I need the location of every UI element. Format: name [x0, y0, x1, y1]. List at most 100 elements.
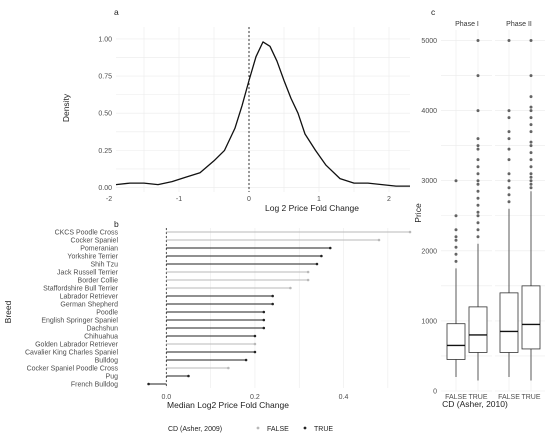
- breed-label: Staffordshire Bull Terrier: [43, 286, 118, 293]
- breed-label: Labrador Retriever: [60, 294, 119, 301]
- box-outlier-point: [454, 259, 458, 263]
- breed-label: Poodle: [96, 310, 118, 317]
- breed-label: Yorkshire Terrier: [67, 254, 118, 261]
- legend-label-true: TRUE: [314, 426, 333, 433]
- breed-label: CKCS Poodle Cross: [55, 230, 119, 237]
- box-iqr: [446, 323, 466, 360]
- box-outlier-point: [529, 116, 533, 120]
- lollipop-point: [262, 318, 266, 322]
- breed-label: Dachshun: [86, 326, 118, 333]
- breed-label: Border Collie: [78, 278, 119, 285]
- box-outlier-point: [476, 165, 480, 169]
- box-outlier-point: [454, 179, 458, 183]
- box-iqr: [468, 306, 488, 353]
- box-outlier-point: [507, 147, 511, 151]
- legend-title: CD (Asher, 2009): [168, 426, 222, 433]
- legend: CD (Asher, 2009) FALSE TRUE: [168, 426, 333, 433]
- box-outlier-point: [529, 158, 533, 162]
- legend-key-true: [303, 426, 307, 430]
- lollipop-point: [147, 382, 150, 386]
- lollipop-point: [271, 294, 274, 298]
- lollipop-x-tick-label: 0.0: [161, 394, 171, 401]
- lollipop-point: [328, 246, 332, 250]
- lollipop-point: [289, 286, 292, 290]
- box-outlier-point: [476, 179, 480, 183]
- density-x-tick-label: 0: [247, 196, 251, 203]
- lollipop-point: [262, 326, 266, 330]
- box-outlier-point: [476, 137, 480, 141]
- lollipop-point: [262, 310, 266, 314]
- boxplot-x-axis-title: CD (Asher, 2010): [442, 399, 508, 409]
- legend-key-false: [256, 426, 260, 430]
- box-outlier-point: [476, 189, 480, 193]
- lollipop-point: [320, 254, 323, 258]
- box-outlier-point: [529, 151, 533, 155]
- lollipop-point: [315, 262, 319, 266]
- density-x-axis-title: Log 2 Price Fold Change: [265, 203, 359, 213]
- breed-label: Pug: [106, 374, 119, 381]
- boxplot-y-tick-label: 2000: [421, 248, 437, 255]
- legend-label-false: FALSE: [267, 426, 289, 433]
- boxplot-y-tick-label: 1000: [421, 318, 437, 325]
- box-outlier-point: [476, 74, 480, 78]
- boxplot-y-tick-label: 3000: [421, 178, 437, 185]
- breed-label: Cocker Spaniel Poodle Cross: [27, 366, 119, 373]
- density-x-tick-label: -1: [176, 196, 182, 203]
- box-outlier-point: [507, 158, 511, 162]
- breed-label: Golden Labrador Retriever: [35, 342, 119, 349]
- lollipop-point: [271, 302, 274, 306]
- breed-label: French Bulldog: [71, 382, 118, 389]
- box-outlier-point: [529, 144, 533, 148]
- density-y-tick-label: 0.75: [98, 74, 112, 81]
- boxplot-x-tick-label: FALSE: [498, 394, 520, 401]
- breed-label: Pomeranian: [80, 246, 118, 253]
- lollipop-point: [408, 230, 412, 234]
- lollipop-point: [253, 334, 257, 338]
- density-y-tick-label: 0.00: [98, 185, 112, 192]
- lollipop-point: [306, 278, 310, 282]
- box-outlier-point: [476, 196, 480, 200]
- box-outlier-point: [507, 39, 511, 43]
- box-outlier-point: [476, 235, 480, 239]
- box-outlier-point: [454, 228, 458, 232]
- box-outlier-point: [476, 228, 480, 232]
- density-y-tick-label: 0.25: [98, 148, 112, 155]
- box-outlier-point: [507, 179, 511, 183]
- breed-label: Chihuahua: [84, 334, 118, 341]
- box-outlier-point: [476, 182, 480, 186]
- boxplot-y-tick-label: 5000: [421, 38, 437, 45]
- panel-label-b: b: [114, 219, 119, 229]
- box-outlier-point: [507, 172, 511, 176]
- lollipop-point: [377, 238, 381, 242]
- boxplot-x-tick-label: TRUE: [521, 394, 540, 401]
- box-outlier-point: [529, 179, 533, 183]
- box-outlier-point: [507, 193, 511, 197]
- box-outlier-point: [476, 221, 480, 225]
- density-panel: -2 -1 0 1 2 0.00 0.25 0.50 0.75 1.00: [98, 27, 410, 203]
- density-curve: [115, 41, 410, 187]
- boxplot-x-tick-label: TRUE: [468, 394, 487, 401]
- box-outlier-point: [476, 109, 480, 113]
- lollipop-point: [244, 358, 248, 362]
- density-x-tick-label: -2: [106, 196, 112, 203]
- lollipop-x-tick-label: 0.2: [250, 394, 260, 401]
- box-outlier-point: [529, 123, 533, 127]
- density-y-axis-title: Density: [61, 93, 71, 122]
- box-outlier-point: [454, 252, 458, 256]
- box-outlier-point: [507, 116, 511, 120]
- box-outlier-point: [529, 130, 533, 134]
- boxplot-y-tick-label: 0: [433, 389, 437, 396]
- lollipop-x-tick-label: 0.4: [339, 394, 349, 401]
- box-outlier-point: [476, 210, 480, 214]
- box-outlier-point: [454, 245, 458, 249]
- box-outlier-point: [476, 144, 480, 148]
- box-outlier-point: [476, 147, 480, 151]
- box-outlier-point: [476, 39, 480, 43]
- box-outlier-point: [454, 235, 458, 239]
- density-x-tick-label: 1: [317, 196, 321, 203]
- panel-label-c: c: [431, 7, 436, 17]
- box-outlier-point: [529, 105, 533, 109]
- box-outlier-point: [529, 140, 533, 144]
- box-iqr: [521, 285, 541, 350]
